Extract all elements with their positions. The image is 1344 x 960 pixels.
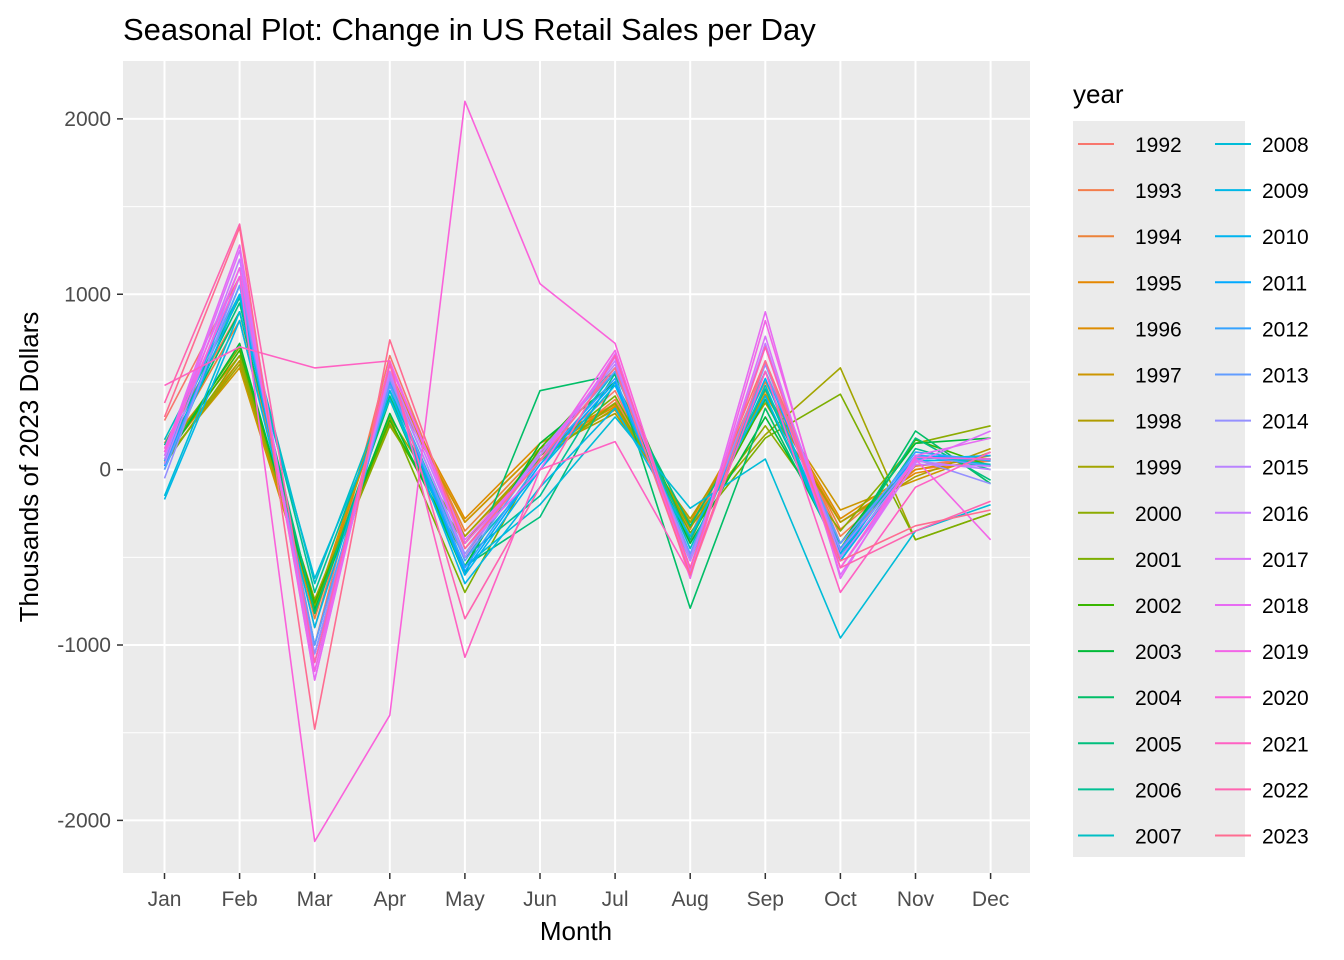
legend-label-2022: 2022 [1262, 779, 1309, 802]
legend-label-2003: 2003 [1135, 641, 1182, 664]
x-tick-label: Oct [824, 888, 857, 911]
x-tick-label: Jul [602, 888, 629, 911]
legend-label-2005: 2005 [1135, 733, 1182, 756]
legend-label-1995: 1995 [1135, 272, 1182, 295]
x-tick-label: Aug [672, 888, 709, 911]
legend-label-2012: 2012 [1262, 318, 1309, 341]
legend-label-1999: 1999 [1135, 457, 1182, 480]
x-tick-label: Jun [523, 888, 557, 911]
legend-label-2011: 2011 [1262, 272, 1307, 295]
legend-label-2009: 2009 [1262, 180, 1309, 203]
legend-label-1993: 1993 [1135, 180, 1182, 203]
series-line-1997 [163, 367, 991, 611]
series-line-2023 [163, 226, 991, 731]
legend-label-2017: 2017 [1262, 549, 1309, 572]
legend-label-2020: 2020 [1262, 687, 1309, 710]
y-tick-label: 0 [99, 459, 111, 482]
legend-label-1992: 1992 [1135, 134, 1182, 157]
legend-label-2013: 2013 [1262, 365, 1309, 388]
x-tick-label: Mar [297, 888, 333, 911]
x-tick-label: Jan [148, 888, 182, 911]
legend-label-1994: 1994 [1135, 226, 1182, 249]
x-tick-label: Feb [222, 888, 258, 911]
y-tick-label: 1000 [64, 283, 111, 306]
legend-label-2007: 2007 [1135, 826, 1182, 849]
y-tick-label: -2000 [57, 809, 111, 832]
x-tick-label: Apr [373, 888, 406, 911]
legend-label-2002: 2002 [1135, 595, 1182, 618]
series-line-2022 [163, 223, 991, 664]
y-tick-label: 2000 [64, 108, 111, 131]
legend-label-2010: 2010 [1262, 226, 1309, 249]
series-line-2006 [163, 296, 991, 594]
legend-label-1998: 1998 [1135, 411, 1182, 434]
legend-label-2000: 2000 [1135, 503, 1182, 526]
x-tick-label: Dec [972, 888, 1009, 911]
y-axis-title: Thousands of 2023 Dollars [14, 312, 44, 623]
legend-label-2014: 2014 [1262, 411, 1309, 434]
legend-label-1997: 1997 [1135, 365, 1182, 388]
legend-title: year [1073, 79, 1124, 109]
x-tick-label: Sep [747, 888, 784, 911]
legend-label-2018: 2018 [1262, 595, 1309, 618]
series-line-2020 [163, 100, 991, 843]
legend-key-background [1073, 121, 1245, 857]
x-axis-title: Month [540, 916, 612, 946]
legend-label-1996: 1996 [1135, 318, 1182, 341]
y-tick-label: -1000 [57, 634, 111, 657]
legend-label-2001: 2001 [1135, 549, 1182, 572]
legend-label-2006: 2006 [1135, 779, 1182, 802]
x-tick-label: May [445, 888, 485, 911]
legend-label-2021: 2021 [1262, 733, 1309, 756]
x-tick-label: Nov [897, 888, 935, 911]
legend-label-2023: 2023 [1262, 826, 1309, 849]
legend-label-2004: 2004 [1135, 687, 1182, 710]
legend-label-2019: 2019 [1262, 641, 1309, 664]
x-axis: Jan Feb Mar Apr May Jun Jul Aug Sep Oct Nov Dec [148, 873, 1009, 911]
legend-label-2015: 2015 [1262, 457, 1309, 480]
series-line-2008 [163, 310, 991, 639]
legend-label-2008: 2008 [1262, 134, 1309, 157]
y-axis: -2000 -1000 0 1000 2000 [57, 108, 123, 832]
series-layer [163, 100, 992, 843]
legend: year 1992 1993 1994 1995 1996 1997 1998 1999 200… [1073, 79, 1309, 857]
chart-title: Seasonal Plot: Change in US Retail Sales… [123, 12, 816, 47]
legend-label-2016: 2016 [1262, 503, 1309, 526]
series-line-2021 [164, 346, 991, 659]
